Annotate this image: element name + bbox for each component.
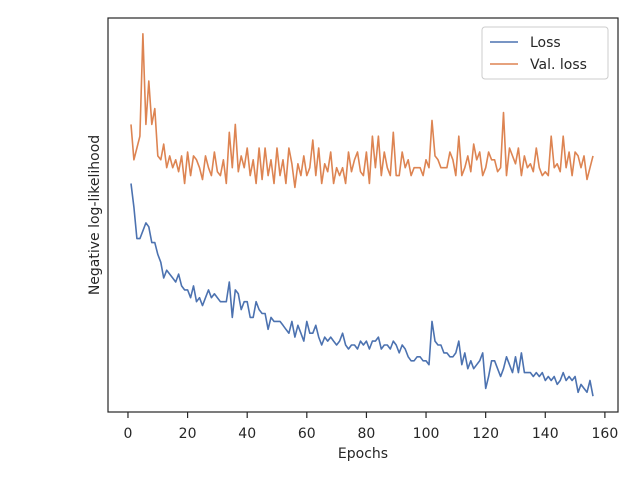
axes-frame bbox=[107, 17, 619, 413]
x-tick-label: 140 bbox=[532, 426, 559, 442]
legend-label: Loss bbox=[530, 35, 561, 51]
x-tick-label: 20 bbox=[179, 426, 197, 442]
x-tick-label: 0 bbox=[124, 426, 133, 442]
x-tick-label: 160 bbox=[592, 426, 619, 442]
x-tick-label: 60 bbox=[298, 426, 316, 442]
x-tick-label: 80 bbox=[358, 426, 376, 442]
line-series bbox=[130, 183, 594, 397]
x-tick-label: 100 bbox=[413, 426, 440, 442]
y-axis-label: Negative log-likelihood bbox=[87, 135, 103, 295]
x-axis-label: Epochs bbox=[338, 446, 388, 462]
legend-box bbox=[481, 26, 609, 80]
line-series bbox=[130, 32, 594, 189]
x-tick-label: 120 bbox=[472, 426, 499, 442]
x-tick-label: 40 bbox=[238, 426, 256, 442]
legend-label: Val. loss bbox=[530, 57, 587, 73]
